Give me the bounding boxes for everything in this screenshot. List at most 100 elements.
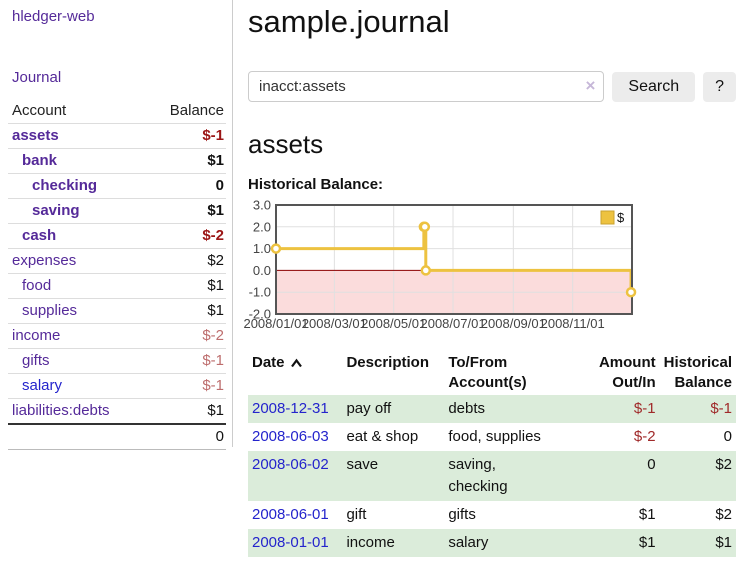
transaction-date-link[interactable]: 2008-06-01 — [252, 506, 329, 523]
transaction-date-cell: 2008-06-02 — [248, 451, 342, 501]
date-column-header[interactable]: Date — [248, 351, 342, 395]
account-balance: $-2 — [202, 327, 224, 344]
account-balance: $2 — [207, 252, 224, 269]
sidebar-account-link[interactable]: salary — [22, 377, 63, 394]
search-form: × Search ? — [248, 71, 736, 102]
transaction-accounts: debts — [448, 400, 486, 417]
transaction-description: save — [346, 456, 379, 473]
account-total-row: 0 — [8, 423, 226, 450]
account-row: saving $1 — [8, 198, 226, 223]
sidebar-account-link[interactable]: liabilities:debts — [12, 402, 110, 419]
sidebar-account-link[interactable]: gifts — [22, 352, 50, 369]
transaction-date-link[interactable]: 2008-06-03 — [252, 428, 329, 445]
transaction-accounts: food, supplies — [448, 428, 541, 445]
sidebar-account-link[interactable]: food — [22, 277, 52, 294]
main-content: sample.journal × Search ? assets Histori… — [233, 0, 742, 582]
transaction-balance: $1 — [715, 534, 732, 551]
transactions-header-row: Date Description To/From Account(s) Amou… — [248, 351, 736, 395]
account-column-header: Account — [12, 102, 67, 119]
account-balance: $-1 — [202, 377, 224, 394]
svg-text:$: $ — [617, 210, 625, 225]
transaction-date-cell: 2008-01-01 — [248, 529, 342, 557]
amount-column-header: Amount Out/In — [598, 354, 656, 391]
description-column-header: Description — [346, 354, 429, 371]
transaction-accounts: salary — [448, 534, 489, 551]
sidebar-account-link[interactable]: assets — [12, 127, 59, 144]
account-row: liabilities:debts $1 — [8, 398, 226, 423]
svg-text:-1.0: -1.0 — [249, 285, 271, 300]
transaction-amount: $-1 — [633, 400, 656, 417]
transaction-accounts: saving, checking — [448, 456, 508, 495]
sidebar-account-link[interactable]: saving — [32, 202, 80, 219]
svg-text:2.0: 2.0 — [253, 219, 271, 234]
transaction-date-link[interactable]: 2008-12-31 — [252, 400, 329, 417]
sidebar-account-link[interactable]: bank — [22, 152, 58, 169]
svg-text:-2.0: -2.0 — [249, 307, 271, 322]
transaction-amount: $-2 — [633, 428, 656, 445]
sidebar-account-link[interactable]: cash — [22, 227, 57, 244]
account-row: bank $1 — [8, 148, 226, 173]
search-field-wrap: × — [248, 71, 605, 102]
account-row: cash $-2 — [8, 223, 226, 248]
transaction-row: 2008-01-01 income salary $1 $1 — [248, 529, 736, 557]
transaction-row: 2008-06-02 save saving, checking 0 $2 — [248, 451, 736, 501]
account-balance: $1 — [207, 277, 224, 294]
transaction-description: gift — [346, 506, 367, 523]
transaction-balance: $-1 — [710, 400, 732, 417]
transactions-body: 2008-12-31 pay off debts $-1 $-1 2008-06-03 ea… — [248, 395, 736, 557]
svg-text:2008/01/01: 2008/01/01 — [244, 316, 309, 331]
chart-heading: Historical Balance: — [248, 176, 384, 193]
page-title: sample.journal — [248, 4, 450, 39]
account-balance: $1 — [207, 302, 224, 319]
account-balance: $1 — [207, 202, 224, 219]
help-button[interactable]: ? — [703, 71, 736, 102]
account-row: checking 0 — [8, 173, 226, 198]
transaction-date-link[interactable]: 2008-01-01 — [252, 534, 329, 551]
app-title-link[interactable]: hledger-web — [12, 8, 95, 25]
sidebar-account-link[interactable]: supplies — [22, 302, 78, 319]
account-balance: $-2 — [202, 227, 224, 244]
transaction-row: 2008-06-03 eat & shop food, supplies $-2 0 — [248, 423, 736, 451]
transaction-date-link[interactable]: 2008-06-02 — [252, 456, 329, 473]
sidebar-account-link[interactable]: income — [12, 327, 61, 344]
balance-column-header: Balance — [169, 102, 224, 119]
account-balance: $1 — [207, 152, 224, 169]
nav-journal-link[interactable]: Journal — [12, 69, 62, 86]
sidebar-account-link[interactable]: checking — [32, 177, 98, 194]
account-table-header: Account Balance — [8, 100, 226, 123]
account-row: assets $-1 — [8, 123, 226, 148]
clear-search-icon[interactable]: × — [585, 76, 596, 95]
accounts-column-header: To/From Account(s) — [448, 354, 527, 391]
account-row: salary $-1 — [8, 373, 226, 398]
account-row: expenses $2 — [8, 248, 226, 273]
account-row: supplies $1 — [8, 298, 226, 323]
search-input[interactable] — [248, 71, 605, 102]
account-row: gifts $-1 — [8, 348, 226, 373]
transaction-amount: 0 — [647, 456, 656, 473]
account-balance: $-1 — [202, 127, 224, 144]
sort-ascending-icon — [290, 358, 302, 368]
sidebar-account-link[interactable]: expenses — [12, 252, 77, 269]
transaction-accounts: gifts — [448, 506, 476, 523]
account-row: income $-2 — [8, 323, 226, 348]
search-button[interactable]: Search — [612, 71, 696, 102]
transaction-row: 2008-12-31 pay off debts $-1 $-1 — [248, 395, 736, 423]
sidebar: hledger-web Journal Account Balance asse… — [0, 0, 233, 450]
transaction-date-cell: 2008-06-01 — [248, 501, 342, 529]
account-row: food $1 — [8, 273, 226, 298]
svg-text:2008/09/01: 2008/09/01 — [481, 316, 546, 331]
transactions-table: Date Description To/From Account(s) Amou… — [248, 351, 736, 557]
svg-text:2008/05/01: 2008/05/01 — [361, 316, 426, 331]
transaction-description: eat & shop — [346, 428, 419, 445]
svg-text:2008/03/01: 2008/03/01 — [302, 316, 367, 331]
transaction-balance: $2 — [715, 456, 732, 473]
svg-text:1.0: 1.0 — [253, 241, 271, 256]
transaction-balance: $2 — [715, 506, 732, 523]
historical-balance-chart: $3.0 2.0 1.0 0.0 -1.0 -2.0 2008/01/01 2008/03/0… — [243, 198, 736, 339]
account-heading: assets — [248, 129, 324, 159]
svg-text:3.0: 3.0 — [253, 200, 271, 213]
transaction-description: pay off — [346, 400, 392, 417]
account-balance: $1 — [207, 402, 224, 419]
account-balance-table: Account Balance assets $-1 bank $1 checking 0… — [8, 100, 226, 450]
account-balance: 0 — [215, 177, 224, 194]
